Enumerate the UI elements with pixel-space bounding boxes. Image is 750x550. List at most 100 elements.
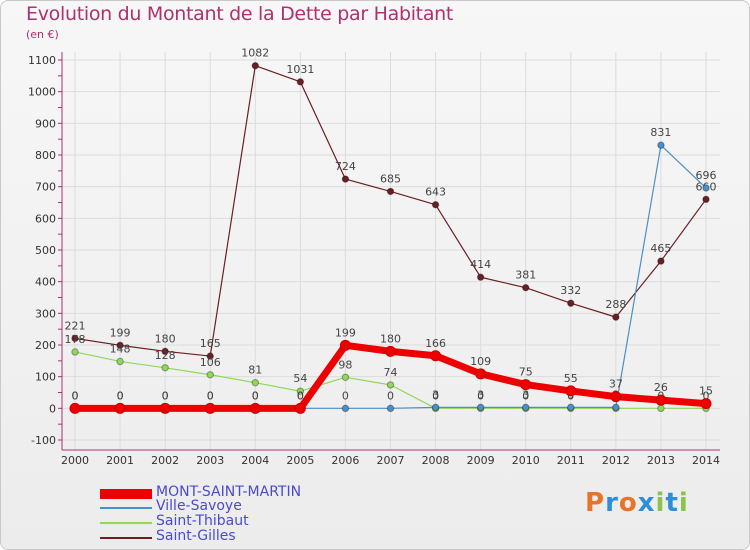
x-tick-label: 2013 bbox=[647, 454, 675, 467]
legend-swatch bbox=[100, 522, 152, 524]
data-point bbox=[341, 404, 350, 413]
data-label: 128 bbox=[155, 349, 176, 362]
data-point bbox=[251, 61, 259, 70]
x-tick-label: 2014 bbox=[692, 454, 720, 467]
legend-label: MONT-SAINT-MARTIN bbox=[156, 484, 302, 500]
data-point bbox=[71, 348, 79, 356]
data-label: 724 bbox=[335, 160, 356, 173]
data-label: 15 bbox=[699, 385, 713, 398]
data-label: 0 bbox=[162, 389, 169, 402]
data-point bbox=[430, 350, 442, 362]
proxiti-logo: Proxiti bbox=[585, 488, 689, 518]
data-label: 0 bbox=[117, 389, 124, 402]
y-tick-label: 800 bbox=[35, 149, 56, 162]
data-point bbox=[657, 257, 665, 265]
data-label: 55 bbox=[564, 372, 578, 385]
data-point bbox=[116, 357, 124, 366]
data-point bbox=[386, 404, 395, 413]
data-label: 465 bbox=[650, 242, 671, 255]
y-tick-label: 1000 bbox=[28, 86, 56, 99]
data-label: 74 bbox=[384, 366, 398, 379]
x-tick-label: 2002 bbox=[151, 454, 179, 467]
data-point bbox=[206, 352, 214, 360]
data-label: 1031 bbox=[286, 63, 314, 76]
data-label: 0 bbox=[162, 389, 169, 402]
data-point bbox=[657, 141, 665, 149]
data-point bbox=[249, 402, 261, 414]
data-label: 26 bbox=[654, 381, 668, 394]
data-point bbox=[476, 403, 485, 412]
y-tick-label: 500 bbox=[35, 244, 56, 257]
data-label: 1082 bbox=[241, 47, 269, 60]
data-label: 381 bbox=[515, 269, 536, 282]
x-tick-label: 2003 bbox=[196, 454, 224, 467]
legend-label: Saint-Thibaut bbox=[156, 513, 249, 529]
legend-label: Ville-Savoye bbox=[156, 498, 242, 514]
data-label: 0 bbox=[252, 389, 259, 402]
data-label: 54 bbox=[293, 372, 307, 385]
data-point bbox=[114, 402, 126, 414]
data-label: 0 bbox=[72, 389, 79, 402]
chart-title: Evolution du Montant de la Dette par Hab… bbox=[26, 3, 454, 25]
data-label: 696 bbox=[696, 169, 717, 182]
data-label: 178 bbox=[65, 333, 86, 346]
data-label: 0 bbox=[387, 389, 394, 402]
y-tick-label: 0 bbox=[49, 402, 56, 415]
logo-letter: x bbox=[637, 488, 656, 518]
data-label: 166 bbox=[425, 337, 446, 350]
y-tick-label: 300 bbox=[35, 307, 56, 320]
data-label: 199 bbox=[335, 326, 356, 339]
x-tick-label: 2006 bbox=[331, 454, 359, 467]
data-label: 3 bbox=[432, 388, 439, 401]
y-tick-label: 400 bbox=[35, 276, 56, 289]
data-label: 0 bbox=[342, 389, 349, 402]
chart-unit-label: (en €) bbox=[26, 28, 59, 41]
x-tick-label: 2005 bbox=[286, 454, 314, 467]
data-label: 0 bbox=[72, 389, 79, 402]
y-tick-label: 100 bbox=[35, 371, 56, 384]
data-point bbox=[431, 201, 440, 209]
data-label: 831 bbox=[650, 126, 671, 139]
data-label: 0 bbox=[703, 389, 710, 402]
data-point bbox=[655, 394, 667, 406]
data-point bbox=[339, 339, 351, 351]
data-label: 0 bbox=[432, 389, 439, 402]
logo-letter: o bbox=[618, 488, 638, 518]
data-point bbox=[522, 403, 530, 412]
data-label: 0 bbox=[252, 389, 259, 402]
legend-swatch bbox=[100, 489, 152, 499]
data-point bbox=[475, 368, 487, 380]
y-tick-label: 900 bbox=[35, 117, 56, 130]
y-tick-label: 700 bbox=[35, 181, 56, 194]
y-tick-label: 600 bbox=[35, 212, 56, 225]
data-label: 81 bbox=[248, 364, 262, 377]
data-label: 165 bbox=[200, 337, 221, 350]
data-point bbox=[294, 402, 306, 414]
legend-swatch bbox=[100, 537, 152, 539]
data-point bbox=[610, 391, 622, 403]
data-point bbox=[161, 347, 169, 356]
data-label: 0 bbox=[207, 389, 214, 402]
data-point bbox=[296, 387, 305, 395]
data-label: 106 bbox=[200, 356, 221, 369]
data-point bbox=[522, 283, 530, 292]
data-point bbox=[204, 402, 216, 414]
data-point bbox=[71, 334, 79, 343]
data-label: 180 bbox=[380, 332, 401, 345]
x-tick-label: 2004 bbox=[241, 454, 269, 467]
y-tick-label: -100 bbox=[31, 434, 56, 447]
data-label: 0 bbox=[477, 389, 484, 402]
data-point bbox=[567, 403, 575, 412]
data-label: 180 bbox=[155, 332, 176, 345]
data-label: 148 bbox=[110, 342, 131, 355]
logo-letter: i bbox=[655, 488, 666, 518]
legend-label: Saint-Gilles bbox=[156, 528, 236, 544]
x-tick-label: 2010 bbox=[512, 454, 540, 467]
data-label: 332 bbox=[560, 284, 581, 297]
data-label: 0 bbox=[297, 389, 304, 402]
data-point bbox=[251, 378, 259, 387]
data-point bbox=[341, 175, 350, 183]
legend-swatch bbox=[100, 507, 152, 509]
series-mont-saint-martin: 0 0 0 0 0 0 199 180 166 109 75 55 37 26 15 bbox=[69, 326, 713, 414]
